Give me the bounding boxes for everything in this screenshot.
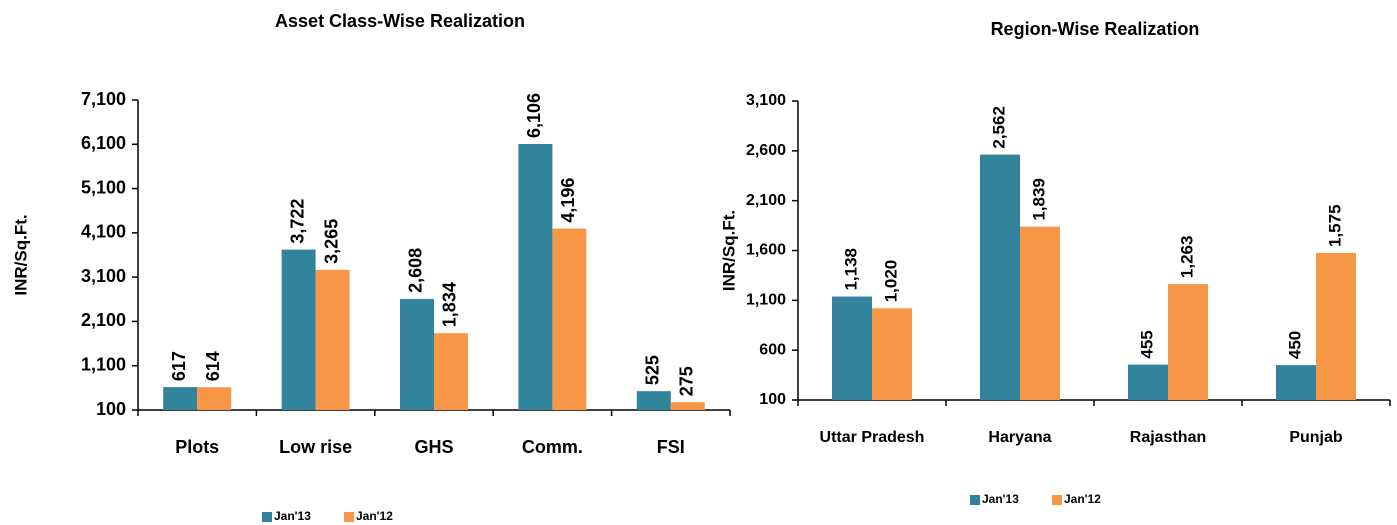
value-label: 1,575	[1325, 204, 1344, 247]
x-tick-label: Low rise	[279, 437, 352, 457]
value-label: 2,562	[989, 106, 1008, 149]
value-label: 3,265	[321, 219, 341, 264]
value-label: 2,608	[406, 248, 426, 293]
y-tick-label: 5,100	[81, 177, 126, 197]
bar	[636, 391, 671, 410]
legend-label: Jan'13	[982, 492, 1019, 506]
y-tick-label: 7,100	[81, 89, 126, 109]
x-tick-label: Punjab	[1289, 429, 1343, 446]
value-label: 1,834	[440, 282, 460, 327]
bar	[832, 296, 872, 400]
y-axis-label: INR/Sq.Ft.	[11, 214, 30, 295]
x-tick-label: Rajasthan	[1130, 429, 1206, 446]
value-label: 1,138	[841, 248, 860, 291]
y-tick-label: 2,600	[746, 142, 786, 159]
bar	[980, 154, 1020, 400]
y-tick-label: 100	[759, 391, 786, 408]
x-tick-label: Plots	[175, 437, 219, 457]
legend-swatch	[970, 495, 980, 505]
value-label: 275	[677, 366, 697, 396]
legend-label: Jan'13	[274, 509, 311, 523]
x-tick-label: Uttar Pradesh	[820, 429, 925, 446]
value-label: 617	[169, 351, 189, 381]
bar	[400, 298, 434, 410]
value-label: 1,263	[1177, 236, 1196, 279]
legend-label: Jan'12	[356, 509, 393, 523]
bar	[1316, 252, 1356, 400]
bar	[281, 249, 316, 410]
bar	[1020, 226, 1060, 400]
bar	[434, 333, 468, 410]
value-label: 1,020	[881, 260, 900, 303]
bar	[552, 228, 587, 410]
legend-swatch	[262, 512, 272, 522]
x-tick-label: FSI	[657, 437, 685, 457]
value-label: 450	[1285, 331, 1304, 359]
bar	[670, 402, 705, 410]
y-tick-label: 600	[759, 341, 786, 358]
bar	[518, 144, 553, 410]
y-axis-label: INR/Sq.Ft.	[719, 210, 738, 291]
bar	[872, 308, 912, 400]
bar	[1168, 284, 1208, 400]
bar	[1276, 365, 1316, 400]
value-label: 6,106	[524, 93, 544, 138]
bar	[315, 269, 350, 410]
legend-label: Jan'12	[1064, 492, 1101, 506]
x-tick-label: GHS	[414, 437, 453, 457]
y-tick-label: 4,100	[81, 222, 126, 242]
chart-title: Asset Class-Wise Realization	[275, 11, 525, 31]
value-label: 614	[203, 351, 223, 381]
y-tick-label: 100	[96, 399, 126, 419]
y-tick-label: 3,100	[746, 92, 786, 109]
bar	[1128, 364, 1168, 400]
legend-swatch	[1052, 495, 1062, 505]
bar	[197, 387, 232, 410]
y-tick-label: 6,100	[81, 133, 126, 153]
y-tick-label: 1,100	[746, 292, 786, 309]
x-tick-label: Haryana	[988, 429, 1051, 446]
value-label: 525	[643, 355, 663, 385]
y-tick-label: 2,100	[81, 310, 126, 330]
legend-swatch	[344, 512, 354, 522]
chart-title: Region-Wise Realization	[991, 19, 1200, 39]
value-label: 3,722	[287, 199, 307, 244]
y-tick-label: 1,600	[746, 242, 786, 259]
y-tick-label: 1,100	[81, 354, 126, 374]
x-tick-label: Comm.	[522, 437, 583, 457]
value-label: 455	[1137, 330, 1156, 358]
value-label: 4,196	[558, 178, 578, 223]
y-tick-label: 2,100	[746, 192, 786, 209]
y-tick-label: 3,100	[81, 266, 126, 286]
value-label: 1,839	[1029, 178, 1048, 221]
bar	[163, 387, 198, 410]
